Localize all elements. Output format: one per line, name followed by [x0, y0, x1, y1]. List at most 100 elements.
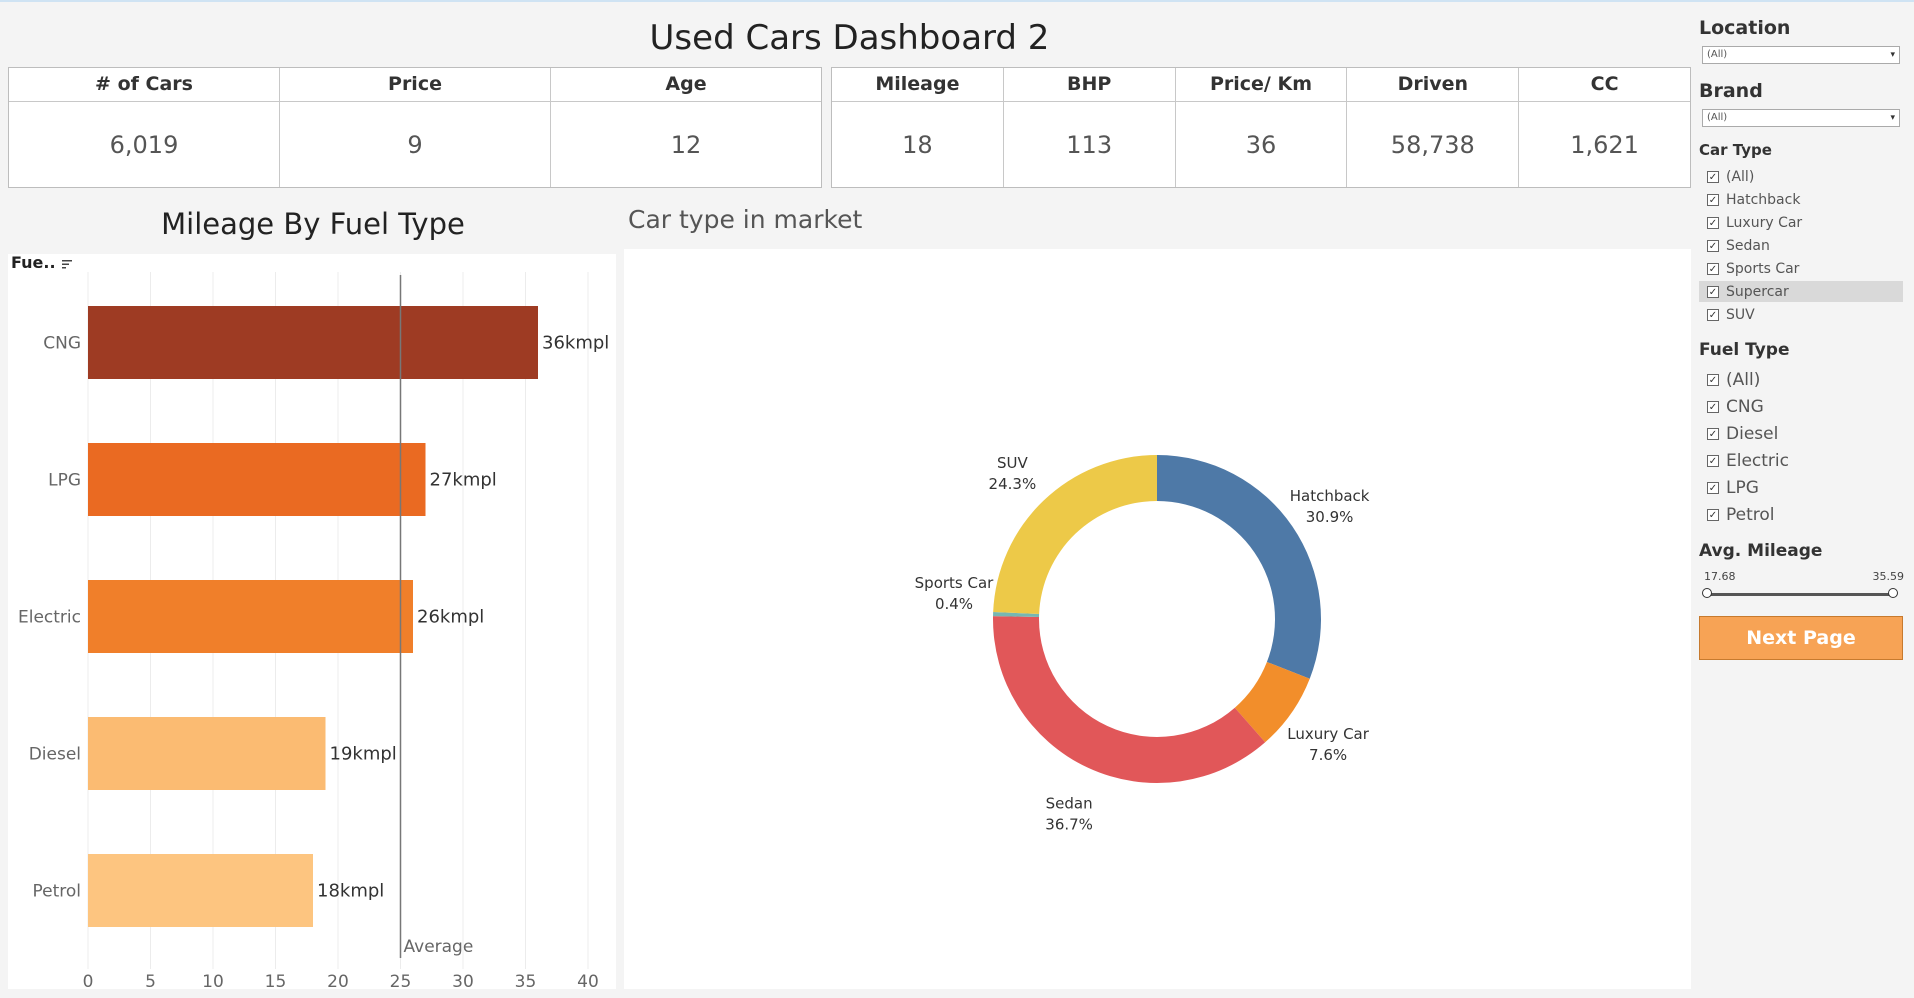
bar-diesel[interactable] — [88, 717, 326, 790]
kpi-price-per-km: Price/ Km 36 — [1175, 68, 1348, 187]
kpi-label: Driven — [1347, 68, 1519, 102]
donut-slice-luxury-car[interactable] — [1234, 661, 1310, 743]
brand-dropdown[interactable]: (All) ▾ — [1702, 109, 1900, 127]
car-type-option[interactable]: ✓ Hatchback — [1699, 189, 1903, 210]
checkbox-icon[interactable]: ✓ — [1707, 482, 1719, 494]
car-type-option[interactable]: ✓ Sports Car — [1699, 258, 1903, 279]
donut-chart-panel: Hatchback 30.9% Luxury Car 7.6% Sedan 36.7% Sp… — [624, 249, 1691, 989]
checkbox-icon[interactable]: ✓ — [1707, 308, 1719, 321]
donut-slice-suv[interactable] — [993, 455, 1157, 614]
slice-percent-label: 7.6% — [1309, 746, 1347, 764]
slice-category-label: Sedan — [1046, 795, 1093, 813]
option-label: Petrol — [1726, 505, 1775, 525]
kpi-label: Price/ Km — [1175, 68, 1347, 102]
kpi-label: BHP — [1003, 68, 1175, 102]
kpi-bhp: BHP 113 — [1003, 68, 1176, 187]
bar-chart-panel: 0 5 10 15 20 25 30 35 40 CNG 36kmpl LPG 27kmpl Electr… — [8, 254, 616, 992]
checkbox-icon[interactable]: ✓ — [1707, 262, 1719, 275]
slider-max-label: 35.59 — [1872, 570, 1905, 583]
kpi-mileage: Mileage 18 — [832, 68, 1004, 187]
bar-value-label: 26kmpl — [417, 607, 484, 628]
kpi-value: 58,738 — [1390, 130, 1475, 159]
car-type-option-highlighted[interactable]: ✓ Supercar — [1699, 281, 1903, 302]
option-label: (All) — [1726, 370, 1761, 390]
x-tick-label: 5 — [145, 972, 156, 989]
slice-percent-label: 30.9% — [1306, 508, 1354, 526]
bar-value-label: 36kmpl — [542, 333, 609, 354]
slice-category-label: Sports Car — [915, 574, 995, 592]
checkbox-icon[interactable]: ✓ — [1707, 239, 1719, 252]
bar-lpg[interactable] — [88, 443, 426, 516]
fuel-type-option[interactable]: ✓ (All) — [1699, 368, 1903, 392]
kpi-value: 36 — [1245, 130, 1277, 159]
car-type-option[interactable]: ✓ Luxury Car — [1699, 212, 1903, 233]
option-label: Supercar — [1726, 283, 1789, 300]
car-type-option[interactable]: ✓ Sedan — [1699, 235, 1903, 256]
y-category-label: Electric — [18, 608, 81, 628]
bar-cng[interactable] — [88, 306, 538, 379]
chevron-down-icon: ▾ — [1890, 50, 1895, 60]
bar-value-label: 27kmpl — [430, 470, 497, 491]
fuel-type-option[interactable]: ✓ CNG — [1699, 395, 1903, 419]
kpi-label: Age — [551, 68, 821, 102]
checkbox-icon[interactable]: ✓ — [1707, 509, 1719, 521]
car-type-option[interactable]: ✓ (All) — [1699, 166, 1903, 187]
slider-min-handle[interactable] — [1702, 588, 1712, 598]
fuel-type-filter-title: Fuel Type — [1699, 340, 1790, 360]
checkbox-icon[interactable]: ✓ — [1707, 170, 1719, 183]
kpi-value: 1,621 — [1570, 130, 1639, 159]
location-filter-title: Location — [1699, 17, 1791, 39]
bar-petrol[interactable] — [88, 854, 313, 927]
fuel-type-option[interactable]: ✓ Electric — [1699, 449, 1903, 473]
fuel-type-option[interactable]: ✓ Diesel — [1699, 422, 1903, 446]
slice-percent-label: 0.4% — [935, 595, 973, 613]
checkbox-icon[interactable]: ✓ — [1707, 401, 1719, 413]
slider-track[interactable] — [1707, 593, 1893, 596]
next-page-button[interactable]: Next Page — [1699, 616, 1903, 660]
x-tick-label: 35 — [515, 972, 537, 989]
top-border — [0, 0, 1914, 2]
checkbox-icon[interactable]: ✓ — [1707, 455, 1719, 467]
donut-slice-hatchback[interactable] — [1157, 455, 1321, 679]
option-label: Luxury Car — [1726, 214, 1803, 231]
option-label: Sedan — [1726, 237, 1770, 254]
kpi-label: Mileage — [832, 68, 1003, 102]
fuel-type-option[interactable]: ✓ Petrol — [1699, 503, 1903, 527]
slice-category-label: Luxury Car — [1287, 725, 1369, 743]
x-tick-label: 40 — [577, 972, 599, 989]
kpi-value: 6,019 — [109, 130, 179, 159]
filter-panel: Location (All) ▾ Brand (All) ▾ Car Type … — [1699, 0, 1914, 998]
bar-electric[interactable] — [88, 580, 413, 653]
fuel-axis-header[interactable]: Fue.. — [11, 253, 73, 272]
car-type-filter-title: Car Type — [1699, 141, 1772, 159]
checkbox-icon[interactable]: ✓ — [1707, 374, 1719, 386]
slider-max-handle[interactable] — [1888, 588, 1898, 598]
kpi-value: 113 — [1066, 130, 1113, 159]
kpi-cc: CC 1,621 — [1519, 68, 1690, 187]
y-category-label: CNG — [43, 334, 81, 354]
donut-slice-sports-car[interactable] — [993, 612, 1040, 617]
donut-slice-sedan[interactable] — [993, 616, 1266, 783]
car-type-option[interactable]: ✓ SUV — [1699, 304, 1903, 325]
kpi-price: Price 9 — [280, 68, 551, 187]
brand-filter-title: Brand — [1699, 80, 1763, 102]
kpi-label: CC — [1519, 68, 1690, 102]
kpi-group-left: # of Cars 6,019 Price 9 Age 12 — [8, 67, 822, 188]
kpi-group-right: Mileage 18 BHP 113 Price/ Km 36 Driven 5… — [831, 67, 1691, 188]
option-label: Diesel — [1726, 424, 1779, 444]
sort-icon[interactable] — [61, 259, 73, 269]
fuel-type-option[interactable]: ✓ LPG — [1699, 476, 1903, 500]
dashboard-title: Used Cars Dashboard 2 — [649, 18, 1050, 58]
kpi-value: 9 — [407, 130, 423, 159]
checkbox-icon[interactable]: ✓ — [1707, 428, 1719, 440]
checkbox-icon[interactable]: ✓ — [1707, 193, 1719, 206]
chevron-down-icon: ▾ — [1890, 113, 1895, 123]
bar-value-label: 19kmpl — [330, 744, 397, 765]
fuel-header-label: Fue.. — [11, 253, 56, 272]
brand-value: (All) — [1707, 112, 1728, 123]
location-dropdown[interactable]: (All) ▾ — [1702, 46, 1900, 64]
checkbox-icon[interactable]: ✓ — [1707, 216, 1719, 229]
slice-percent-label: 36.7% — [1045, 816, 1093, 834]
checkbox-icon[interactable]: ✓ — [1707, 285, 1719, 298]
y-category-label: Petrol — [32, 882, 81, 902]
